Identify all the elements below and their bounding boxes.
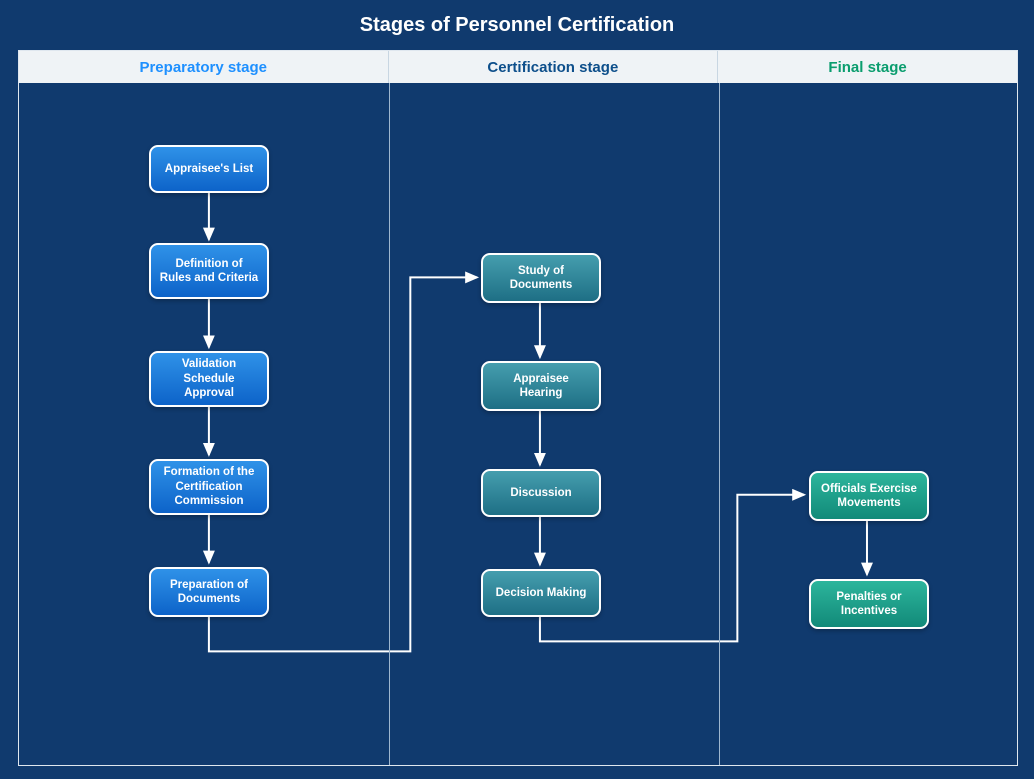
flow-node-label: Appraisee's List (165, 162, 253, 176)
flow-node-n1: Appraisee's List (149, 145, 269, 193)
flow-node-n6: Study of Documents (481, 253, 601, 303)
flow-node-label: Discussion (510, 486, 571, 500)
flow-node-n10: Officials Exercise Movements (809, 471, 929, 521)
swimlane-divider (719, 83, 720, 765)
swimlane-header-row: Preparatory stage Certification stage Fi… (19, 51, 1017, 83)
flow-node-n9: Decision Making (481, 569, 601, 617)
flow-node-n7: Appraisee Hearing (481, 361, 601, 411)
swimlane-header-final: Final stage (718, 51, 1017, 83)
flow-node-label: Officials Exercise Movements (819, 482, 919, 511)
flow-node-label: Study of Documents (491, 264, 591, 293)
flow-node-label: Validation Schedule Approval (159, 357, 259, 400)
flow-node-label: Preparation of Documents (159, 578, 259, 607)
flow-node-n2: Definition of Rules and Criteria (149, 243, 269, 299)
flow-node-label: Appraisee Hearing (491, 372, 591, 401)
flow-node-label: Penalties or Incentives (819, 590, 919, 619)
flow-node-label: Decision Making (496, 586, 587, 600)
flow-node-n8: Discussion (481, 469, 601, 517)
swimlane-container: Preparatory stage Certification stage Fi… (18, 50, 1018, 766)
flow-node-label: Formation of the Certification Commissio… (159, 465, 259, 508)
swimlane-header-prep: Preparatory stage (19, 51, 389, 83)
swimlane-divider (389, 83, 390, 765)
swimlane-header-cert: Certification stage (389, 51, 719, 83)
diagram-title: Stages of Personnel Certification (0, 0, 1034, 47)
flow-node-n4: Formation of the Certification Commissio… (149, 459, 269, 515)
flow-node-n11: Penalties or Incentives (809, 579, 929, 629)
flow-node-n3: Validation Schedule Approval (149, 351, 269, 407)
flow-node-n5: Preparation of Documents (149, 567, 269, 617)
flow-node-label: Definition of Rules and Criteria (159, 257, 259, 286)
swimlane-body: Appraisee's List Definition of Rules and … (19, 83, 1017, 765)
